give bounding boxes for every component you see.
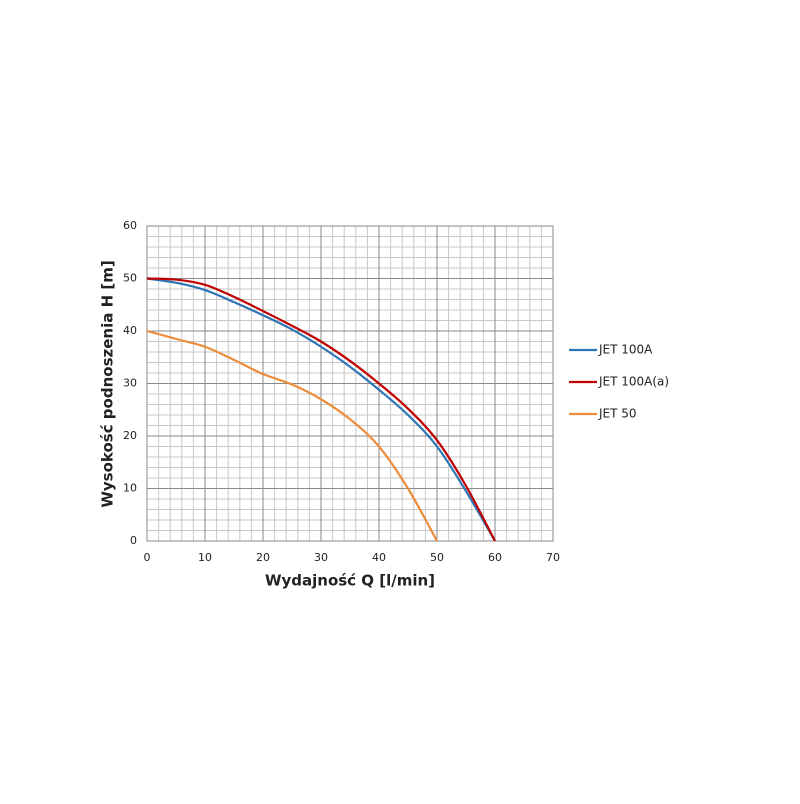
x-tick-label: 30 (314, 551, 328, 564)
x-tick-label: 0 (144, 551, 151, 564)
x-tick-label: 10 (198, 551, 212, 564)
plot-border (146, 225, 554, 542)
x-tick-label: 50 (430, 551, 444, 564)
series-line (146, 277, 496, 542)
legend-label: JET 100A (598, 343, 653, 357)
y-tick-label: 30 (123, 377, 137, 390)
y-tick-label: 40 (123, 324, 137, 337)
series-line (146, 277, 496, 542)
y-tick-label: 60 (123, 219, 137, 232)
x-tick-label: 60 (488, 551, 502, 564)
x-axis-title: Wydajność Q [l/min] (265, 572, 435, 590)
y-axis-title: Wysokość podnoszenia H [m] (99, 260, 117, 507)
x-tick-label: 20 (256, 551, 270, 564)
legend-label: JET 100A(a) (598, 375, 669, 389)
y-tick-label: 10 (123, 482, 137, 495)
y-tick-label: 20 (123, 429, 137, 442)
x-tick-label: 40 (372, 551, 386, 564)
y-tick-label: 0 (130, 534, 137, 547)
series-line (146, 329, 438, 542)
y-tick-label: 50 (123, 272, 137, 285)
x-tick-label: 70 (546, 551, 560, 564)
legend-label: JET 50 (598, 407, 637, 421)
